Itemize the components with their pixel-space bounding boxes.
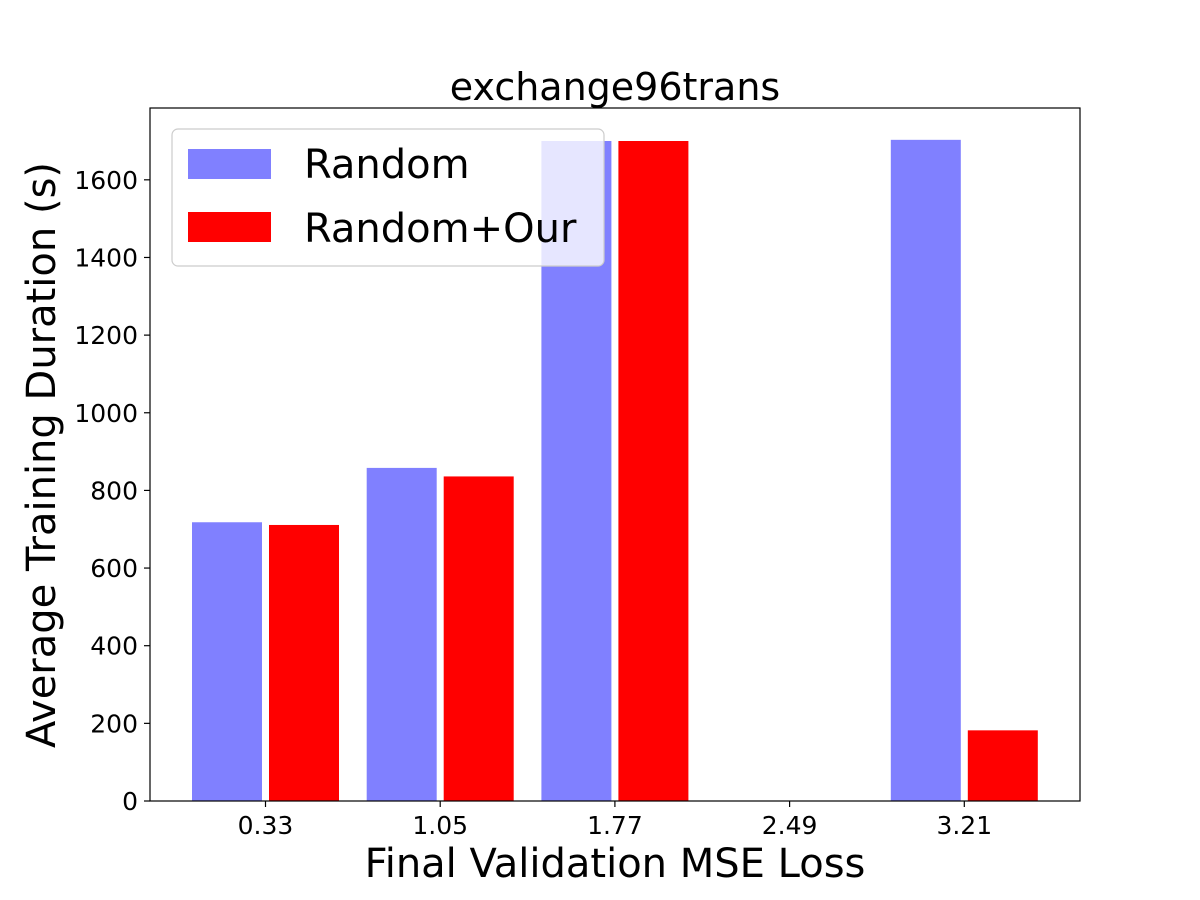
x-axis-ticks: 0.33 1.05 1.77 2.49 3.21: [238, 801, 992, 840]
bar-random-our-0.33: [269, 524, 339, 801]
x-tick-label: 2.49: [762, 811, 818, 840]
y-axis-label: Average Training Duration (s): [19, 162, 65, 748]
bar-random-our-3.21: [967, 730, 1038, 801]
bar-random-our-1.77: [618, 141, 689, 801]
legend: Random Random+Our: [171, 128, 605, 267]
y-tick-label: 1200: [74, 321, 138, 350]
bar-random-1.05: [366, 467, 437, 801]
y-tick-label: 400: [90, 632, 138, 661]
y-tick-label: 1400: [74, 243, 138, 272]
bars-group: [192, 139, 1038, 801]
y-tick-label: 200: [90, 709, 138, 738]
bar-random-0.33: [192, 522, 262, 801]
x-axis-label: Final Validation MSE Loss: [365, 841, 866, 887]
chart-title: exchange96trans: [450, 65, 780, 109]
legend-swatch-random: [188, 149, 271, 179]
x-tick-label: 3.21: [936, 811, 992, 840]
y-tick-label: 0: [122, 787, 138, 816]
bar-random-our-1.05: [443, 476, 514, 801]
legend-swatch-random-our: [188, 212, 271, 242]
x-tick-label: 0.33: [238, 811, 294, 840]
x-tick-label: 1.05: [412, 811, 468, 840]
legend-label-random-our: Random+Our: [304, 206, 577, 252]
y-tick-label: 800: [90, 476, 138, 505]
y-tick-label: 1600: [74, 166, 138, 195]
x-tick-label: 1.77: [587, 811, 643, 840]
y-tick-label: 600: [90, 554, 138, 583]
legend-label-random: Random: [304, 142, 470, 188]
y-axis-ticks: 0 200 400 600 800 1000 1200 1400 1600: [74, 166, 150, 816]
y-tick-label: 1000: [74, 399, 138, 428]
bar-random-3.21: [890, 139, 961, 801]
legend-box: [171, 128, 605, 267]
